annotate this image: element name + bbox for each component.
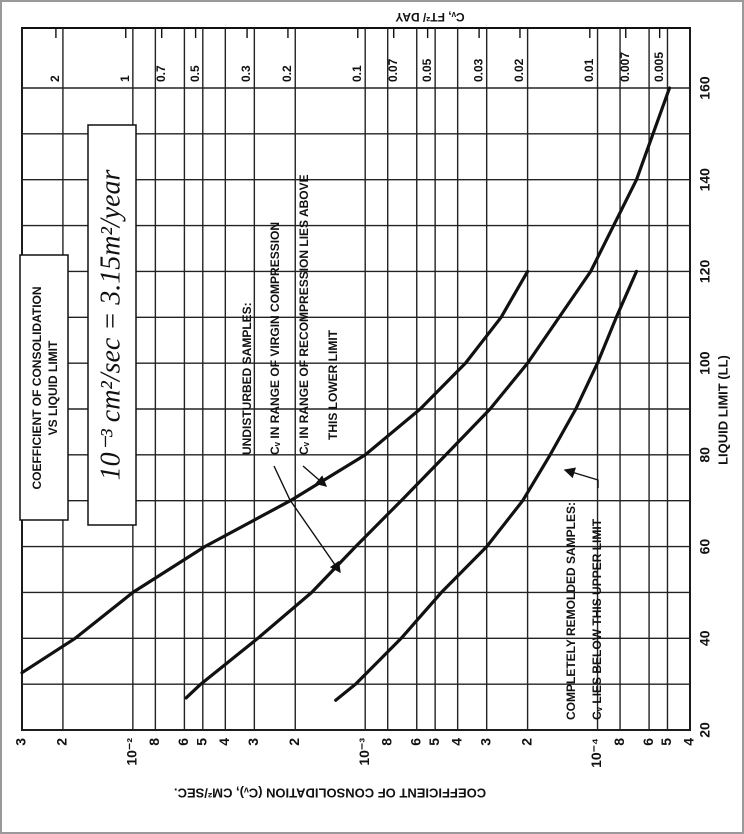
y2-axis-label: Cᵥ, FT²/ DAY (395, 10, 464, 24)
y2-tick-label: 0.02 (512, 58, 526, 82)
annotation: COMPLETELY REMOLDED SAMPLES: (564, 502, 578, 720)
curve (20, 269, 530, 675)
y-tick-label: 3 (13, 738, 29, 746)
y2-tick-label: 0.2 (280, 65, 294, 82)
chart-title: COEFFICIENT OF CONSOLIDATION (30, 286, 44, 489)
y-tick-label: 4 (448, 738, 464, 746)
y-tick-label: 2 (518, 738, 534, 746)
y2-tick-label: 0.01 (582, 58, 596, 82)
y2-tick-label: 0.05 (420, 58, 434, 82)
annotation: THIS LOWER LIMIT (326, 329, 340, 440)
y-tick-label: 10⁻² (124, 738, 140, 766)
y-tick-label: 3 (477, 738, 493, 746)
y2-tick-label: 0.07 (386, 58, 400, 82)
y-tick-label: 5 (426, 738, 442, 746)
annotation: Cᵥ LIES BELOW THIS UPPER LIMIT (590, 518, 604, 720)
annotation: UNDISTURBED SAMPLES: (240, 302, 254, 455)
y-tick-label: 8 (611, 738, 627, 746)
y2-tick-label: 0.005 (652, 52, 666, 82)
y-tick-label: 8 (146, 738, 162, 746)
title-box (19, 254, 69, 521)
y2-tick-label: 0.007 (618, 52, 632, 82)
y-tick-label: 8 (378, 738, 394, 746)
y-tick-label: 6 (175, 738, 191, 746)
y-tick-label: 5 (194, 738, 210, 746)
x-axis-label: LIQUID LIMIT (LL) (715, 355, 730, 465)
y-tick-label: 6 (640, 738, 656, 746)
x-tick-label: 60 (697, 539, 713, 555)
note-box (87, 124, 137, 526)
x-tick-label: 160 (697, 76, 713, 100)
y2-tick-label: 2 (48, 75, 62, 82)
x-tick-label: 80 (697, 447, 713, 463)
curve (184, 86, 672, 700)
y-tick-label: 2 (54, 738, 70, 746)
x-tick-label: 20 (697, 722, 713, 738)
x-tick-label: 140 (697, 168, 713, 192)
x-tick-label: 100 (697, 351, 713, 375)
y2-tick-label: 0.7 (154, 65, 168, 82)
y-tick-label: 3 (245, 738, 261, 746)
y-tick-label: 10⁻³ (356, 738, 372, 766)
annotation: Cᵥ IN RANGE OF RECOMPRESSION LIES ABOVE (297, 174, 311, 455)
x-tick-label: 40 (697, 630, 713, 646)
curve (334, 269, 639, 702)
chart-subtitle: VS LIQUID LIMIT (46, 340, 60, 435)
y-tick-label: 4 (216, 738, 232, 746)
y2-tick-label: 0.5 (188, 65, 202, 82)
y-tick-label: 6 (407, 738, 423, 746)
y2-tick-label: 0.03 (471, 58, 485, 82)
y-axis-label: COEFFICIENT OF CONSOLIDATION (Cᵥ), CM²/S… (174, 786, 486, 801)
annotation: Cᵥ IN RANGE OF VIRGIN COMPRESSION (268, 222, 282, 455)
y-tick-label: 5 (658, 738, 674, 746)
y-tick-label: 10⁻⁴ (588, 738, 604, 768)
y-tick-label: 4 (681, 738, 697, 746)
x-tick-label: 120 (697, 260, 713, 284)
leader-arrow (563, 467, 599, 488)
y-tick-label: 2 (286, 738, 302, 746)
note: 10⁻³ cm²/sec = 3.15m²/year (95, 170, 126, 481)
y2-tick-label: 1 (118, 75, 132, 82)
y2-tick-label: 0.3 (239, 65, 253, 82)
y2-tick-label: 0.1 (350, 65, 364, 82)
